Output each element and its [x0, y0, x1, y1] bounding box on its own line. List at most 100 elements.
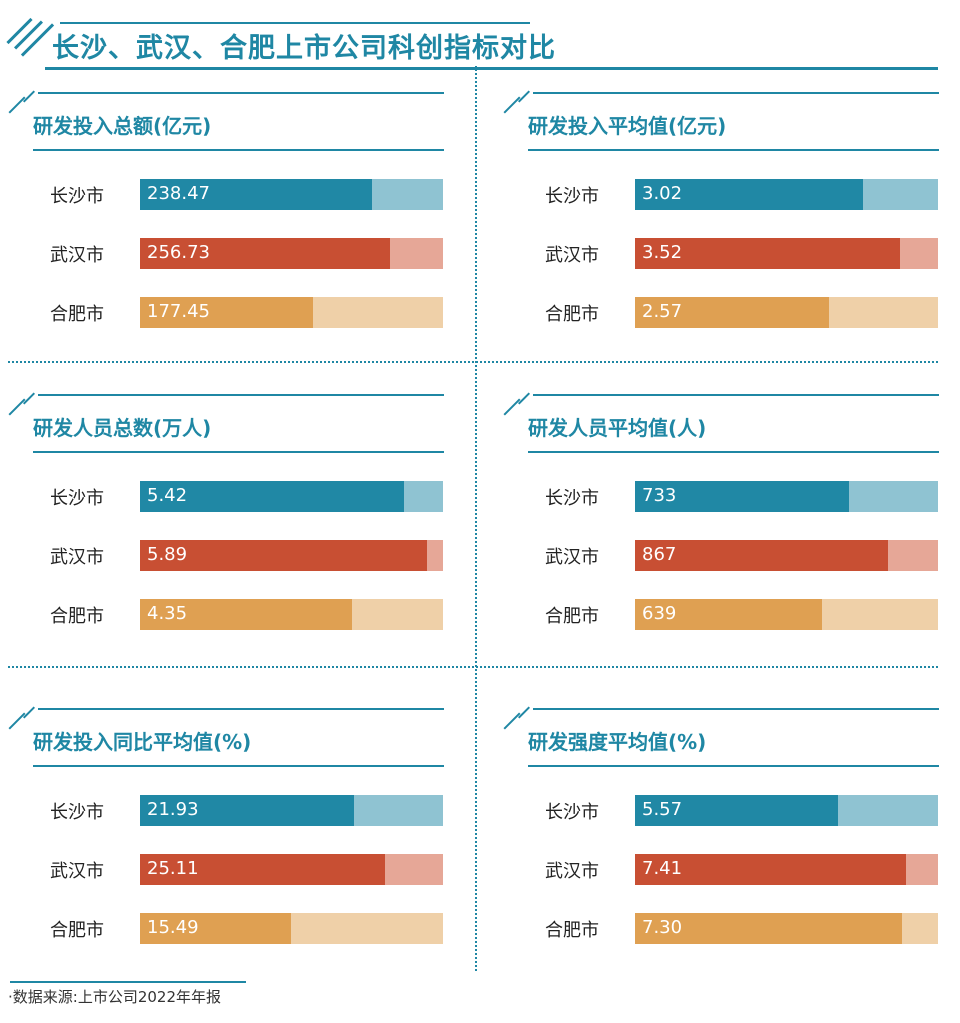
- bar-track: 4.35: [140, 599, 443, 630]
- decor-slash: [503, 398, 521, 416]
- chart-title: 研发投入平均值(亿元): [528, 114, 727, 138]
- bar-row: 长沙市 3.02: [505, 179, 940, 210]
- main-title: 长沙、武汉、合肥上市公司科创指标对比: [52, 33, 556, 64]
- category-label: 合肥市: [50, 606, 104, 627]
- chart-panel: 研发投入同比平均值(%) 长沙市 21.93 武汉市 25.11 合肥市 15.49: [8, 706, 445, 998]
- bar: [635, 854, 906, 885]
- data-label: 5.42: [147, 485, 188, 506]
- category-label: 长沙市: [545, 802, 599, 823]
- category-label: 合肥市: [545, 304, 599, 325]
- bar-row: 武汉市 25.11: [10, 854, 445, 885]
- category-label: 武汉市: [545, 245, 599, 266]
- category-label: 武汉市: [50, 861, 104, 882]
- data-label: 3.52: [642, 242, 683, 263]
- bar: [140, 238, 391, 269]
- chart-title: 研发投入总额(亿元): [33, 114, 212, 138]
- decor-slash: [503, 96, 521, 114]
- data-label: 5.57: [642, 799, 683, 820]
- bar-row: 武汉市 7.41: [505, 854, 940, 885]
- data-label: 5.89: [147, 544, 188, 565]
- category-label: 合肥市: [50, 304, 104, 325]
- decor-slash: [8, 712, 26, 730]
- bar-track: 5.57: [635, 795, 938, 826]
- panel-top-line: [533, 708, 939, 710]
- data-label: 639: [642, 603, 677, 624]
- category-label: 武汉市: [50, 245, 104, 266]
- bar-row: 合肥市 639: [505, 599, 940, 630]
- panel-underline: [528, 149, 939, 151]
- bar-track: 867: [635, 540, 938, 571]
- chart-panel: 研发人员总数(万人) 长沙市 5.42 武汉市 5.89 合肥市 4.35: [8, 392, 445, 684]
- bar: [635, 540, 889, 571]
- bar: [635, 913, 902, 944]
- bar-row: 长沙市 5.57: [505, 795, 940, 826]
- bar-row: 合肥市 15.49: [10, 913, 445, 944]
- decor-slash: [8, 96, 26, 114]
- data-label: 4.35: [147, 603, 188, 624]
- decor-slash: [503, 712, 521, 730]
- category-label: 合肥市: [545, 606, 599, 627]
- bar-track: 733: [635, 481, 938, 512]
- bar-row: 武汉市 256.73: [10, 238, 445, 269]
- title-top-line: [60, 22, 530, 24]
- bar-track: 639: [635, 599, 938, 630]
- bar: [140, 913, 292, 944]
- bar-row: 武汉市 867: [505, 540, 940, 571]
- bar-track: 177.45: [140, 297, 443, 328]
- bar-track: 21.93: [140, 795, 443, 826]
- panel-underline: [33, 451, 444, 453]
- category-label: 武汉市: [545, 547, 599, 568]
- chart-panel: 研发强度平均值(%) 长沙市 5.57 武汉市 7.41 合肥市 7.30: [503, 706, 940, 998]
- horizontal-divider: [8, 361, 938, 363]
- bar-row: 合肥市 177.45: [10, 297, 445, 328]
- vertical-divider: [475, 66, 477, 971]
- bar-track: 3.02: [635, 179, 938, 210]
- bar: [140, 179, 373, 210]
- source-note: ·数据来源:上市公司2022年年报: [8, 988, 221, 1006]
- bar-track: 256.73: [140, 238, 443, 269]
- panel-top-line: [38, 394, 444, 396]
- chart-title: 研发人员平均值(人): [528, 416, 707, 440]
- bar-track: 3.52: [635, 238, 938, 269]
- bar-row: 合肥市 7.30: [505, 913, 940, 944]
- category-label: 长沙市: [545, 186, 599, 207]
- category-label: 合肥市: [545, 920, 599, 941]
- bar: [635, 481, 849, 512]
- bar-row: 长沙市 21.93: [10, 795, 445, 826]
- bar-row: 合肥市 4.35: [10, 599, 445, 630]
- bar: [140, 795, 355, 826]
- chart-title: 研发投入同比平均值(%): [33, 730, 252, 754]
- panel-underline: [33, 765, 444, 767]
- data-label: 2.57: [642, 301, 683, 322]
- bar: [635, 795, 839, 826]
- data-label: 867: [642, 544, 677, 565]
- panel-underline: [528, 451, 939, 453]
- category-label: 长沙市: [50, 488, 104, 509]
- bar-row: 长沙市 238.47: [10, 179, 445, 210]
- bar: [635, 297, 829, 328]
- bar: [635, 179, 863, 210]
- bar: [140, 481, 404, 512]
- data-label: 25.11: [147, 858, 199, 879]
- category-label: 长沙市: [50, 186, 104, 207]
- chart-title: 研发人员总数(万人): [33, 416, 212, 440]
- bar-track: 238.47: [140, 179, 443, 210]
- bar-track: 25.11: [140, 854, 443, 885]
- bar-row: 合肥市 2.57: [505, 297, 940, 328]
- panel-top-line: [533, 92, 939, 94]
- source-line: [10, 981, 246, 983]
- chart-panel: 研发投入平均值(亿元) 长沙市 3.02 武汉市 3.52 合肥市 2.57: [503, 90, 940, 382]
- panel-underline: [528, 765, 939, 767]
- title-underline: [45, 67, 938, 70]
- bar-track: 7.41: [635, 854, 938, 885]
- bar-track: 5.42: [140, 481, 443, 512]
- chart-panel: 研发人员平均值(人) 长沙市 733 武汉市 867 合肥市 639: [503, 392, 940, 684]
- bar-row: 长沙市 5.42: [10, 481, 445, 512]
- data-label: 21.93: [147, 799, 199, 820]
- data-label: 733: [642, 485, 677, 506]
- decor-slash: [20, 23, 55, 57]
- data-label: 7.41: [642, 858, 683, 879]
- bar: [140, 297, 313, 328]
- panel-top-line: [38, 92, 444, 94]
- data-label: 256.73: [147, 242, 210, 263]
